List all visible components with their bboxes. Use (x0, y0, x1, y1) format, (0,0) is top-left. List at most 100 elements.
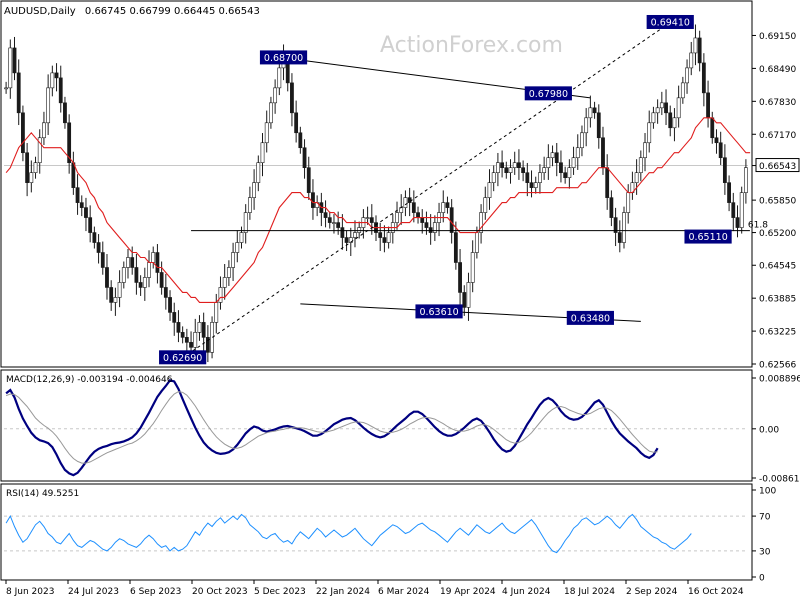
candle-body (172, 312, 177, 323)
candle-body (8, 47, 13, 89)
candle-body (260, 142, 265, 164)
candle-body (714, 137, 719, 144)
price-annotation: 0.68700 (259, 50, 308, 65)
rsi-ytick-label: 70 (759, 513, 771, 523)
moving-average-line (5, 117, 751, 303)
candle-body (327, 217, 332, 223)
candle-body (323, 212, 328, 218)
candle-body (88, 217, 93, 233)
candle-body (399, 207, 404, 213)
candle-body (256, 162, 261, 183)
candle-body (722, 157, 727, 183)
candle-body (575, 147, 580, 159)
candle-body (33, 162, 38, 173)
price-annotation-box (684, 229, 732, 244)
price-annotation-text: 0.69410 (651, 17, 690, 28)
candle-body (634, 172, 639, 183)
candle-body (588, 107, 593, 119)
macd-title: MACD(12,26,9) -0.003194 -0.004646 (6, 375, 173, 385)
candle-body (449, 207, 454, 233)
candle-body (100, 252, 105, 268)
xtick-label: 22 Jan 2024 (316, 587, 370, 597)
candle-body (25, 152, 30, 183)
candle-body (147, 262, 151, 278)
candle-body (105, 267, 109, 288)
macd-panel-frame (0, 369, 753, 482)
price-annotation-text: 0.68700 (264, 53, 303, 64)
xtick-label: 6 Mar 2024 (378, 587, 430, 597)
price-ytick-label: 0.67170 (759, 131, 796, 141)
rsi-ytick-label: 100 (759, 487, 776, 497)
candle-body (218, 287, 223, 303)
rsi-ytick-label: 0 (759, 574, 765, 584)
candle-body (67, 122, 72, 164)
price-annotation-box (646, 14, 694, 29)
candle-body (462, 292, 467, 308)
candle-body (567, 167, 572, 178)
price-annotation-text: 0.65110 (688, 232, 727, 243)
candle-body (563, 172, 568, 178)
price-ytick-label: 0.62566 (759, 361, 796, 371)
candle-body (504, 167, 509, 173)
candle-body (130, 257, 135, 268)
candle-body (239, 232, 244, 243)
xtick-label: 18 Jul 2024 (564, 587, 615, 597)
candle-body (269, 102, 273, 124)
candle-body (142, 277, 147, 288)
fib-label: 61.8 (748, 221, 768, 231)
price-annotation-box (159, 350, 207, 365)
candle-body (584, 117, 589, 134)
xtick-label: 24 Jul 2023 (68, 587, 119, 597)
xtick-label: 6 Sep 2023 (130, 587, 181, 597)
candle-body (189, 342, 193, 348)
candle-body (222, 277, 227, 288)
candle-body (210, 322, 214, 353)
candle-body (693, 37, 698, 54)
candle-body (79, 202, 84, 208)
candle-body (500, 162, 505, 168)
candle-body (479, 212, 483, 233)
macd-layer (4, 379, 748, 477)
candle-body (4, 87, 9, 90)
candle-body (697, 37, 702, 64)
candle-body (512, 162, 517, 168)
price-annotation-box (259, 50, 308, 65)
candle-body (96, 242, 101, 253)
candle-body (731, 202, 736, 218)
candle-body (664, 102, 668, 114)
candle-body (353, 232, 357, 238)
candle-body (647, 122, 652, 144)
candle-body (571, 157, 576, 168)
candle-body (226, 267, 231, 278)
candle-body (546, 157, 551, 168)
price-annotation: 0.63610 (415, 304, 463, 319)
candle-body (424, 222, 429, 228)
price-ytick-label: 0.63225 (759, 328, 796, 338)
candle-body (247, 197, 252, 213)
candle-body (521, 167, 526, 173)
candle-body (538, 172, 542, 183)
candle-body (701, 62, 706, 94)
signal-line (5, 391, 658, 464)
candle-body (617, 232, 622, 243)
candle-body (643, 142, 647, 159)
candle-body (290, 82, 294, 114)
price-annotation-text: 0.63610 (419, 307, 458, 318)
macd-line (5, 379, 659, 477)
candle-body (109, 287, 114, 303)
candle-body (348, 237, 353, 243)
candle-body (403, 197, 408, 208)
candle-body (298, 132, 303, 149)
candle-body (126, 257, 130, 268)
candle-body (706, 92, 710, 119)
candle-body (252, 182, 257, 198)
candle-body (46, 87, 51, 124)
price-ytick-label: 0.63885 (759, 295, 796, 305)
candle-body (672, 117, 677, 129)
price-ytick-label: 0.69150 (759, 32, 796, 42)
candle-body (483, 197, 488, 213)
candle-body (601, 137, 605, 168)
candle-body (159, 272, 164, 288)
rsi-ytick-label: 30 (759, 547, 771, 557)
